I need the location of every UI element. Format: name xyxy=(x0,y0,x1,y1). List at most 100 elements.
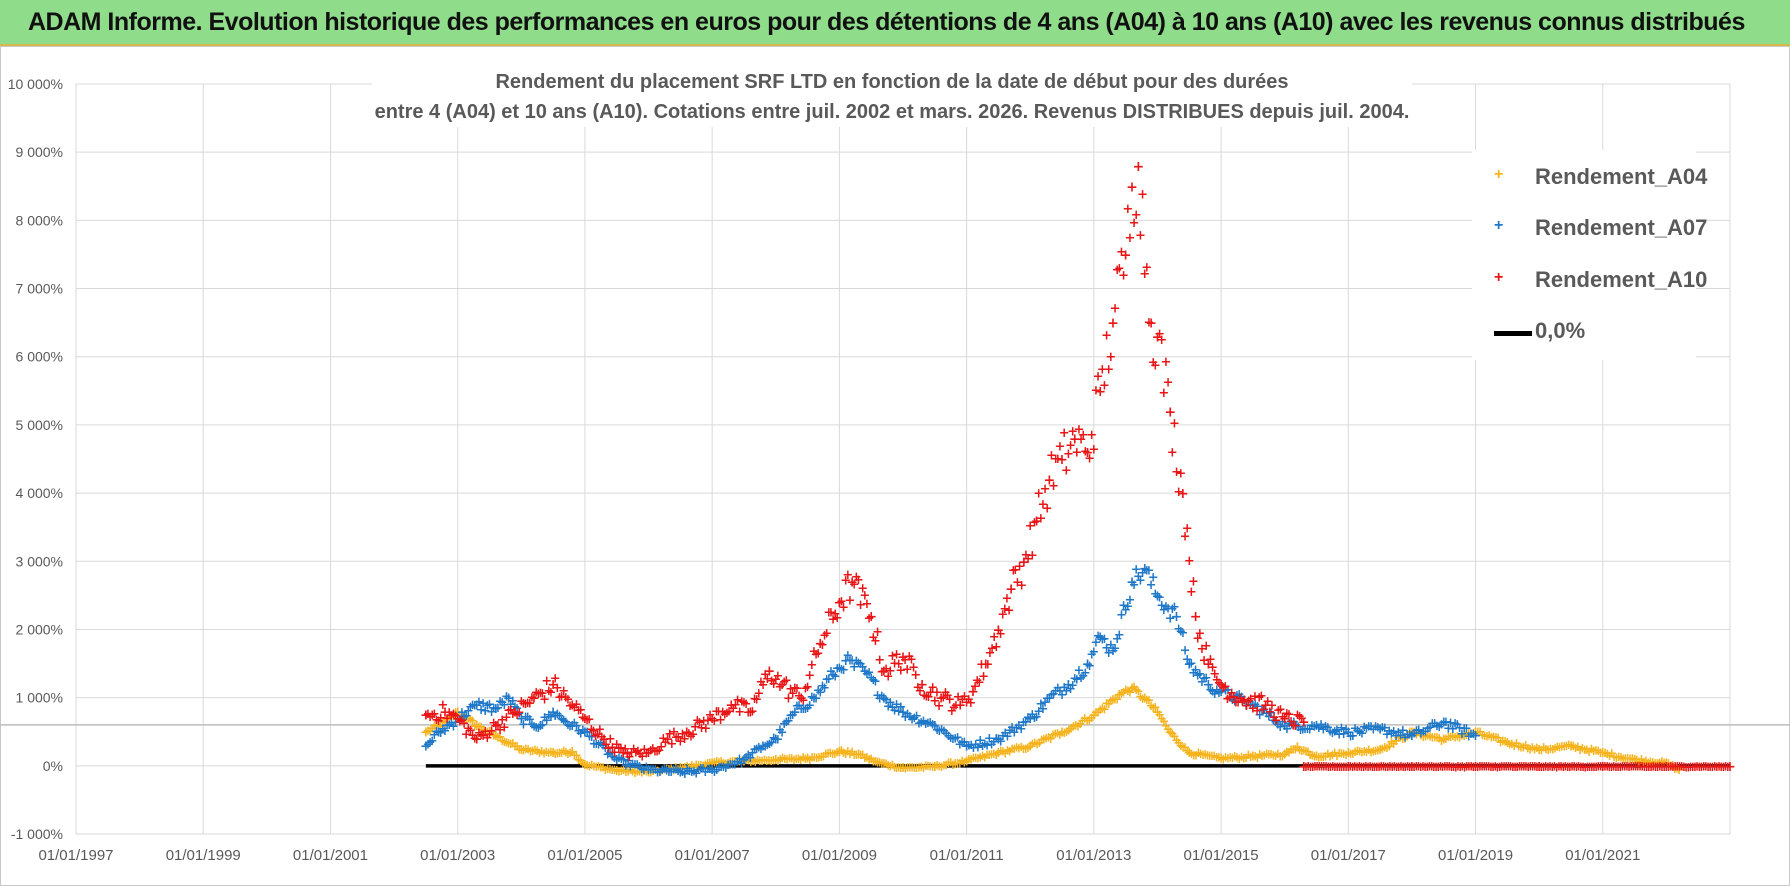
point-a04: + xyxy=(1504,737,1515,752)
point-a10: + xyxy=(1082,445,1094,461)
point-a10: + xyxy=(794,689,805,704)
point-a04: + xyxy=(1004,745,1015,760)
point-a07: + xyxy=(1456,727,1467,742)
point-a10-tail: + xyxy=(1589,760,1600,775)
point-a04: + xyxy=(714,756,725,771)
point-a04: + xyxy=(1466,727,1477,742)
point-a07: + xyxy=(725,758,736,773)
point-a04: + xyxy=(961,753,973,769)
point-a04: + xyxy=(1331,749,1342,764)
point-a07: + xyxy=(1434,720,1445,735)
point-a04: + xyxy=(1416,729,1427,744)
point-a10-tail: + xyxy=(1411,759,1422,774)
point-a10-tail: + xyxy=(1396,759,1407,774)
point-a10-tail: + xyxy=(1593,760,1604,775)
point-a10: + xyxy=(1094,384,1106,400)
point-a10: + xyxy=(624,750,635,765)
point-a07: + xyxy=(1209,687,1220,702)
point-a10-tail: + xyxy=(1439,760,1450,775)
point-a10-tail: + xyxy=(1341,760,1352,775)
point-a07: + xyxy=(636,762,647,777)
point-a07: + xyxy=(1110,642,1121,657)
point-a10: + xyxy=(1237,694,1248,709)
point-a10: + xyxy=(1012,576,1023,591)
point-a04: + xyxy=(591,760,602,775)
point-a04: + xyxy=(465,712,476,727)
point-a04: + xyxy=(1661,755,1673,771)
point-a10: + xyxy=(1286,714,1297,729)
point-a04: + xyxy=(1286,743,1297,758)
point-a04: + xyxy=(563,747,574,762)
point-a04: + xyxy=(1313,751,1324,766)
point-a04: + xyxy=(1160,719,1171,734)
point-a07: + xyxy=(1148,571,1159,586)
point-a04: + xyxy=(1342,745,1354,761)
point-a07: + xyxy=(584,730,595,745)
point-a10: + xyxy=(1088,443,1099,458)
point-a10: + xyxy=(783,691,794,706)
point-a10: + xyxy=(832,611,843,626)
point-a07: + xyxy=(569,716,580,731)
point-a04: + xyxy=(793,752,804,767)
point-a04: + xyxy=(1077,714,1088,729)
point-a10-tail: + xyxy=(1621,760,1632,775)
point-a10: + xyxy=(959,689,970,704)
point-a07: + xyxy=(851,654,862,669)
point-a10-tail: + xyxy=(1514,759,1525,774)
point-a10: + xyxy=(1188,575,1199,590)
point-a04: + xyxy=(1024,738,1036,754)
point-a10: + xyxy=(531,685,542,700)
point-a10: + xyxy=(908,660,919,675)
point-a07: + xyxy=(918,714,929,729)
point-a10-tail: + xyxy=(1352,760,1363,775)
point-a07: + xyxy=(1126,575,1138,591)
point-a07: + xyxy=(1409,726,1420,741)
point-a04: + xyxy=(463,711,474,726)
point-a07: + xyxy=(961,738,973,754)
point-a04: + xyxy=(545,745,556,760)
point-a04: + xyxy=(1316,750,1327,765)
point-a10-tail: + xyxy=(1499,760,1510,775)
point-a10-tail: + xyxy=(1628,759,1639,774)
point-a07: + xyxy=(1000,726,1011,741)
point-a07: + xyxy=(714,761,725,776)
x-tick-label: 01/01/2007 xyxy=(675,847,750,864)
point-a10: + xyxy=(1093,369,1104,384)
point-a04: + xyxy=(988,747,999,762)
point-a10: + xyxy=(1190,609,1202,625)
point-a10-tail: + xyxy=(1301,760,1312,775)
point-a10: + xyxy=(444,705,455,720)
point-a04: + xyxy=(1511,737,1522,752)
point-a10: + xyxy=(1156,333,1167,348)
point-a10-tail: + xyxy=(1305,760,1316,775)
point-a07: + xyxy=(1009,726,1020,741)
point-a10-tail: + xyxy=(1696,760,1707,775)
point-a07: + xyxy=(593,737,604,752)
point-a04: + xyxy=(782,752,793,767)
point-a10: + xyxy=(1052,452,1063,467)
point-a07: + xyxy=(609,751,620,766)
point-a07: + xyxy=(1152,588,1164,604)
point-a10: + xyxy=(539,692,550,707)
point-a04: + xyxy=(963,752,974,767)
point-a10: + xyxy=(1021,548,1032,563)
point-a10: + xyxy=(666,737,677,752)
point-a07: + xyxy=(749,743,760,758)
point-a04: + xyxy=(929,759,941,775)
point-a10-tail: + xyxy=(1606,760,1617,775)
point-a10: + xyxy=(1218,681,1229,696)
point-a04: + xyxy=(952,756,963,771)
point-a04: + xyxy=(1527,740,1538,755)
point-a07: + xyxy=(1084,659,1095,674)
point-a07: + xyxy=(1316,718,1327,733)
point-a04: + xyxy=(657,763,668,778)
point-a10-tail: + xyxy=(1501,760,1512,775)
point-a04: + xyxy=(575,754,586,769)
point-a04: + xyxy=(659,763,670,778)
point-a04: + xyxy=(934,760,945,775)
point-a10-tail: + xyxy=(1481,760,1492,775)
point-a07: + xyxy=(859,663,871,679)
point-a10-tail: + xyxy=(1391,760,1402,775)
point-a10: + xyxy=(1114,262,1125,277)
